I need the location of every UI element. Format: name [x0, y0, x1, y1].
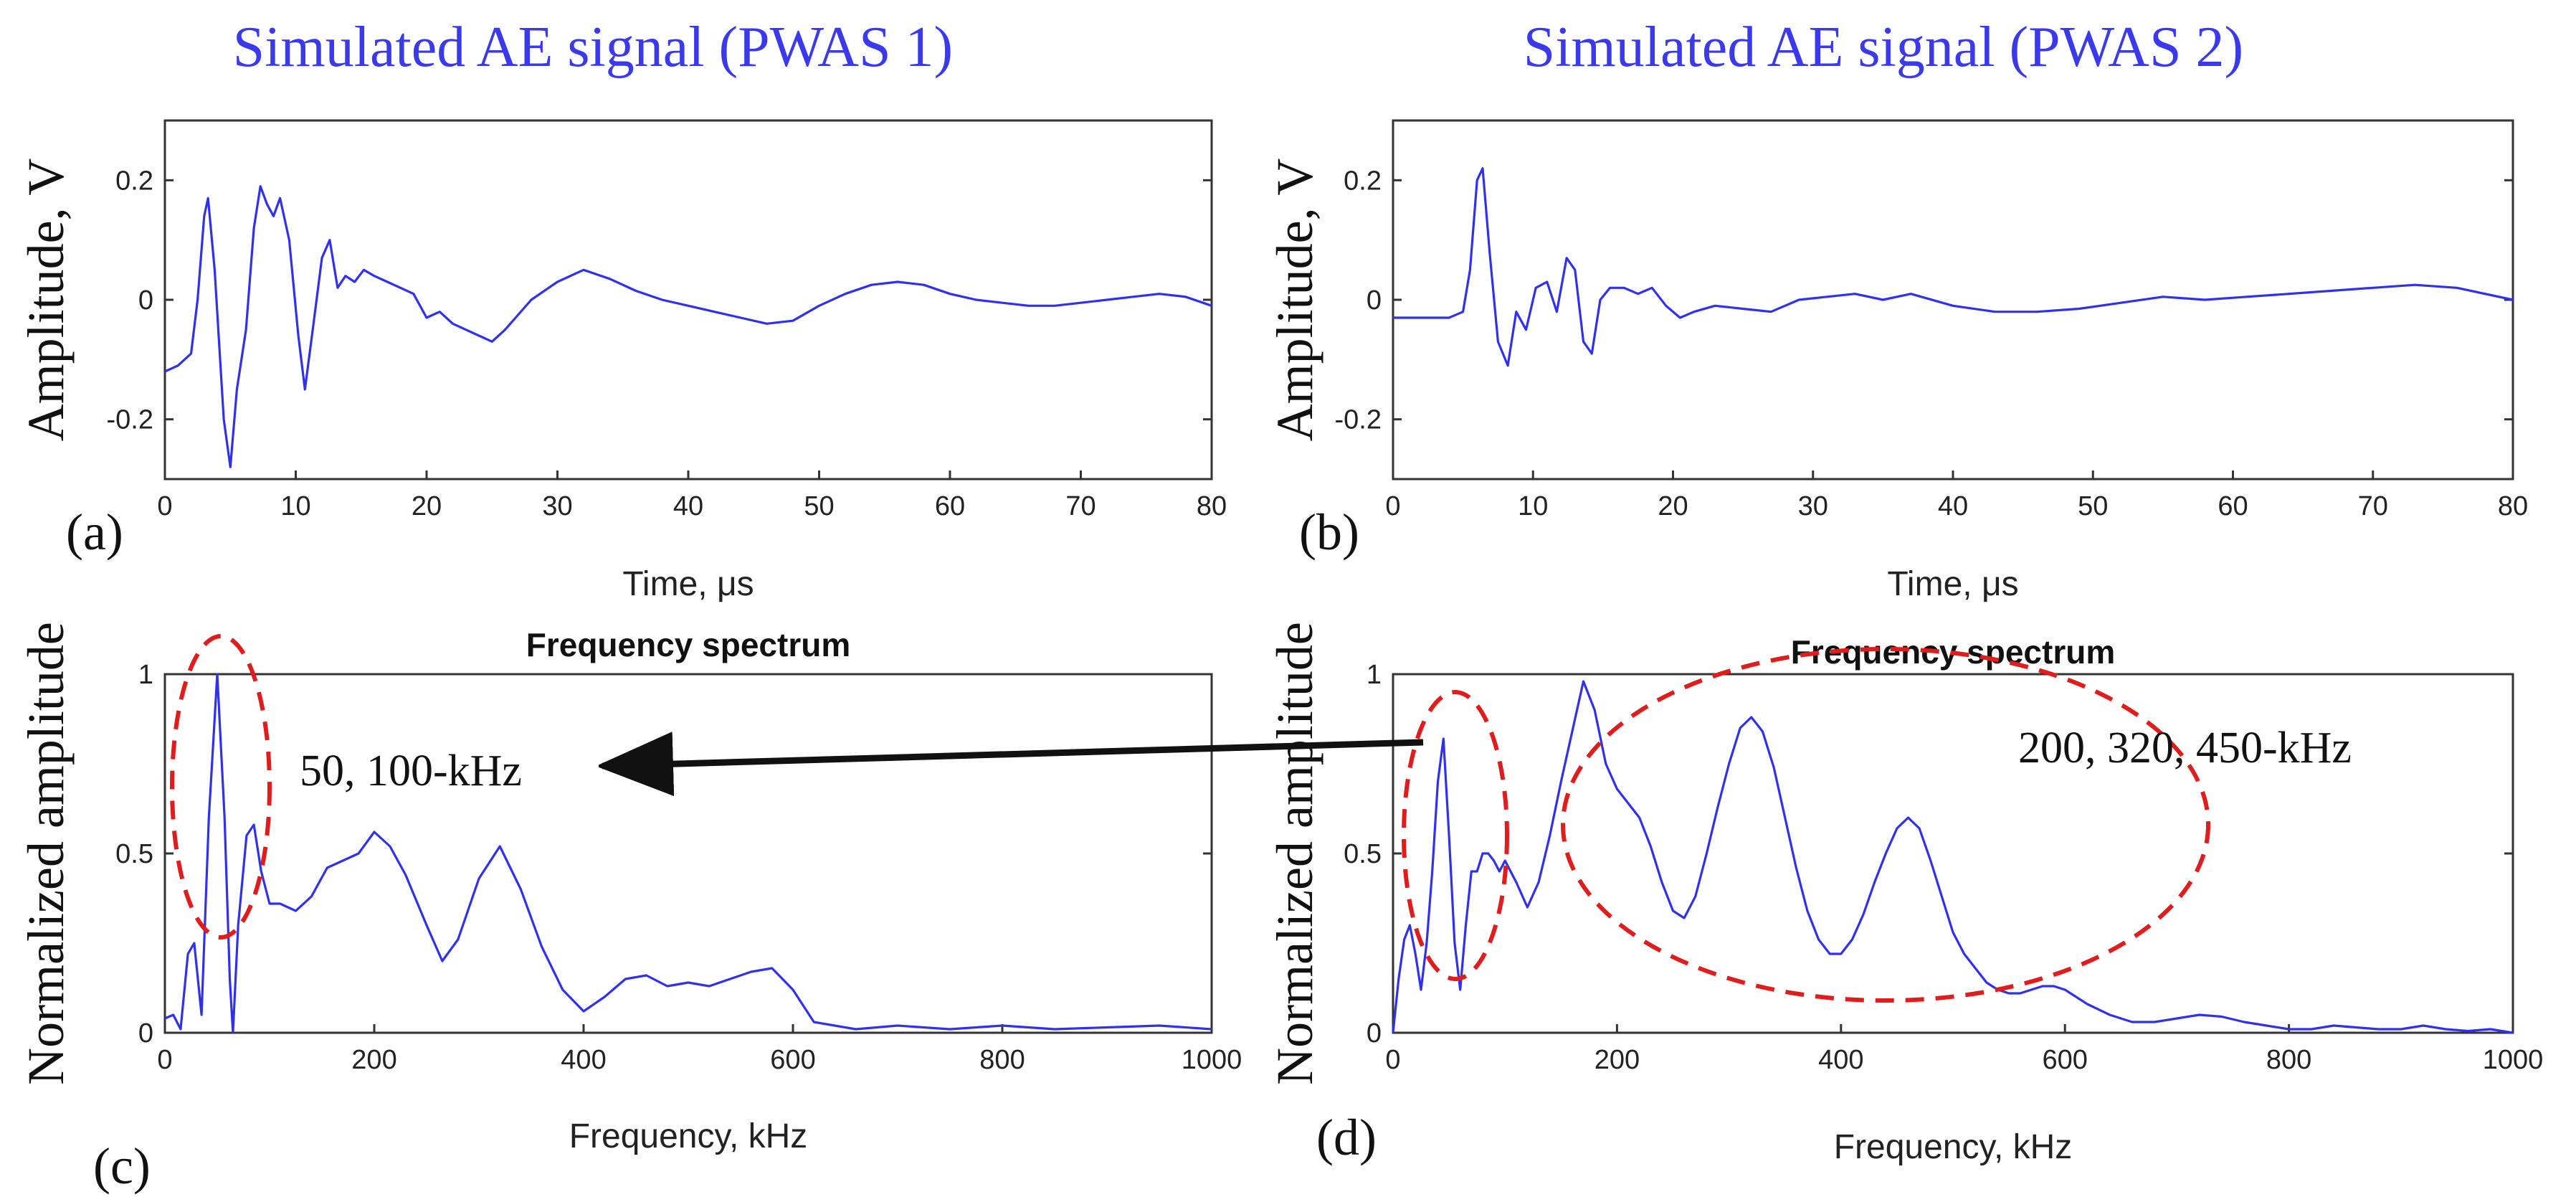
panel-3-ytick-label: 0.5 [1344, 839, 1382, 869]
panel-label-a: (a) [66, 503, 123, 561]
panel-0-xtick-label: 70 [1065, 491, 1095, 521]
panel-d-frame [1392, 673, 2514, 1034]
panel-2-signal-line [164, 673, 1212, 1034]
panel-0-xtick-label: 80 [1197, 491, 1227, 521]
right-annotation: 200, 320, 450-kHz [2018, 724, 2352, 772]
panel-d-ylabel: Normalized amplitude [1266, 622, 1323, 1085]
left-annotation: 50, 100-kHz [300, 747, 522, 795]
panel-1-xtick-label: 60 [2218, 491, 2248, 521]
panel-3-xtick-label: 600 [2042, 1045, 2087, 1075]
panel-2-ytick-label: 1 [138, 660, 153, 690]
panel-0-xtick-label: 0 [157, 491, 172, 521]
panel-b-xlabel: Time, μs [1887, 565, 2018, 603]
panel-1-xtick-label: 70 [2358, 491, 2388, 521]
panel-2-xtick-label: 800 [979, 1045, 1025, 1075]
panel-1-ytick-label: 0.2 [1344, 166, 1382, 196]
panel-1-xtick-label: 50 [2078, 491, 2108, 521]
panel-2-xtick-label: 400 [561, 1045, 606, 1075]
panel-3-xtick-label: 800 [2266, 1045, 2311, 1075]
panel-3-xtick-label: 400 [1818, 1045, 1863, 1075]
panel-1-xtick-label: 10 [1518, 491, 1548, 521]
panel-0-xtick-label: 10 [280, 491, 310, 521]
panel-2-xtick-label: 200 [351, 1045, 396, 1075]
panel-b-frame [1392, 119, 2514, 481]
panel-c-ylabel: Normalized amplitude [17, 622, 75, 1085]
panel-label-c: (c) [93, 1137, 151, 1195]
panel-0-xtick-label: 30 [542, 491, 572, 521]
panel-0-xtick-label: 40 [673, 491, 703, 521]
panel-1-xtick-label: 40 [1938, 491, 1968, 521]
panel-2-xtick-label: 0 [157, 1045, 172, 1075]
highlight-ellipse-d-low [1402, 690, 1509, 981]
panel-3-xtick-label: 200 [1594, 1045, 1640, 1075]
panel-2-xtick-label: 600 [770, 1045, 815, 1075]
panel-3-ytick-label: 1 [1367, 660, 1382, 690]
panel-0-xtick-label: 20 [412, 491, 442, 521]
panel-a-frame [163, 119, 1213, 481]
panel-1-xtick-label: 20 [1658, 491, 1688, 521]
panel-c-frame [163, 673, 1213, 1034]
panel-1-signal-line [1393, 167, 2514, 367]
panel-a-xlabel: Time, μs [622, 565, 754, 603]
panel-3-ytick-label: 0 [1367, 1018, 1382, 1049]
panel-1-ytick-label: -0.2 [1335, 405, 1382, 435]
panel-label-b: (b) [1299, 503, 1359, 561]
panel-1-xtick-label: 80 [2498, 491, 2528, 521]
left-annotation-bg [294, 739, 599, 798]
panel-0-signal-line [164, 185, 1212, 468]
panel-3-xtick-label: 0 [1385, 1045, 1400, 1075]
highlight-ellipse-d-high [1561, 647, 2210, 1003]
panel-c-xlabel: Frequency, kHz [569, 1117, 808, 1155]
panel-c-title: Frequency spectrum [526, 626, 850, 663]
highlight-ellipse-c [170, 634, 272, 940]
panel-3-signal-line [1392, 680, 2514, 1034]
arrow [596, 732, 1424, 797]
panel-a-ylabel: Amplitude, V [17, 159, 75, 442]
panel-0-xtick-label: 60 [935, 491, 965, 521]
panel-0-ytick-label: 0.2 [115, 166, 153, 196]
panel-1-xtick-label: 30 [1798, 491, 1828, 521]
panel-2-xtick-label: 1000 [1182, 1045, 1242, 1075]
panel-2-ytick-label: 0.5 [115, 839, 153, 869]
title-left: Simulated AE signal (PWAS 1) [233, 16, 953, 79]
panel-0-ytick-label: -0.2 [107, 405, 153, 435]
panel-1-ytick-label: 0 [1367, 285, 1382, 316]
panel-label-d: (d) [1316, 1109, 1377, 1166]
panel-b-ylabel: Amplitude, V [1266, 159, 1323, 442]
panel-0-xtick-label: 50 [804, 491, 834, 521]
panel-2-ytick-label: 0 [138, 1018, 153, 1049]
panel-3-xtick-label: 1000 [2483, 1045, 2544, 1075]
title-right: Simulated AE signal (PWAS 2) [1524, 16, 2243, 79]
panel-0-ytick-label: 0 [138, 285, 153, 316]
panel-1-xtick-label: 0 [1385, 491, 1400, 521]
panel-d-xlabel: Frequency, kHz [1834, 1128, 2073, 1166]
